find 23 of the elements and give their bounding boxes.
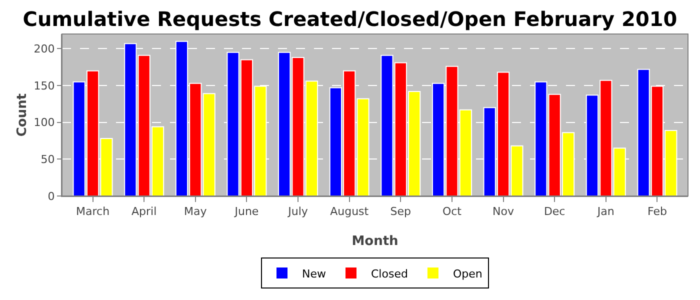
x-tick-label: Nov <box>492 205 515 218</box>
chart-title: Cumulative Requests Created/Closed/Open February 2010 <box>22 7 678 31</box>
x-tick-label: Dec <box>544 205 566 218</box>
x-tick-label: Sep <box>390 205 412 218</box>
x-tick-label: June <box>234 205 259 218</box>
y-tick-label: 100 <box>34 116 55 130</box>
x-tick-label: Feb <box>647 205 667 218</box>
x-tick-label: March <box>76 205 110 218</box>
y-tick-label: 0 <box>48 190 55 203</box>
x-tick-label: August <box>330 205 370 218</box>
x-tick-label: Jan <box>596 205 614 218</box>
y-tick-label: 50 <box>40 153 55 166</box>
x-tick-label: May <box>184 205 208 218</box>
y-tick-label: 150 <box>34 79 55 92</box>
y-tick-label: 200 <box>34 42 55 56</box>
x-tick-label: July <box>287 205 308 218</box>
y-axis-title: Count <box>15 93 30 137</box>
x-axis-title: Month <box>352 234 398 249</box>
x-tick-label: April <box>132 205 157 218</box>
legend-label: Closed <box>371 267 408 280</box>
legend-label: Open <box>452 267 482 280</box>
legend-label: New <box>302 267 326 280</box>
x-tick-label: Oct <box>442 205 462 218</box>
